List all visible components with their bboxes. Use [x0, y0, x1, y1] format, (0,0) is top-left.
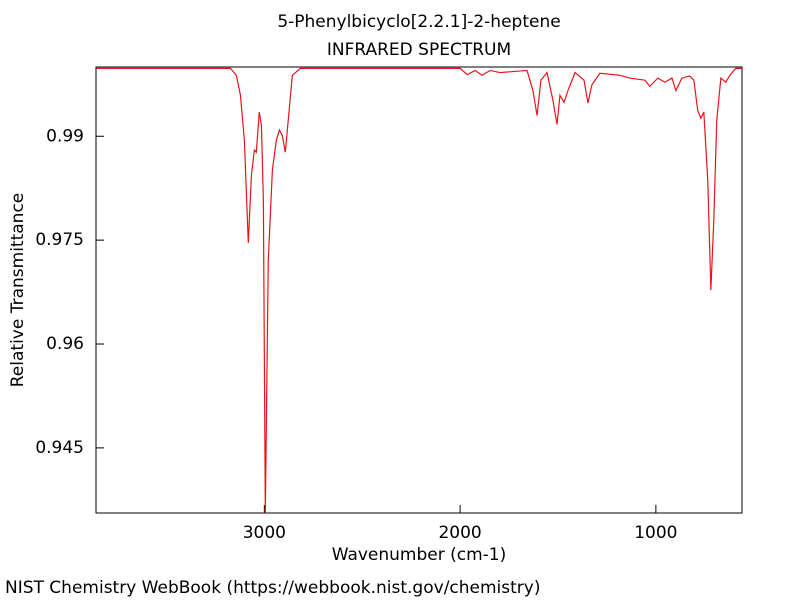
x-tick-label: 2000 [438, 523, 481, 543]
y-tick-label: 0.96 [46, 334, 84, 354]
chart-title: 5-Phenylbicyclo[2.2.1]-2-heptene [277, 12, 560, 32]
plot-frame [95, 66, 743, 514]
y-axis-label: Relative Transmittance [8, 193, 28, 388]
source-note: NIST Chemistry WebBook (https://webbook.… [5, 578, 540, 598]
x-axis-label: Wavenumber (cm-1) [332, 545, 507, 565]
spectrum-line [96, 67, 742, 513]
y-tick-label: 0.945 [35, 438, 84, 458]
x-tick-label: 1000 [634, 523, 677, 543]
chart-subtitle: INFRARED SPECTRUM [327, 40, 511, 60]
y-tick-label: 0.99 [46, 126, 84, 146]
y-tick-label: 0.975 [35, 230, 84, 250]
x-tick-label: 3000 [243, 523, 286, 543]
